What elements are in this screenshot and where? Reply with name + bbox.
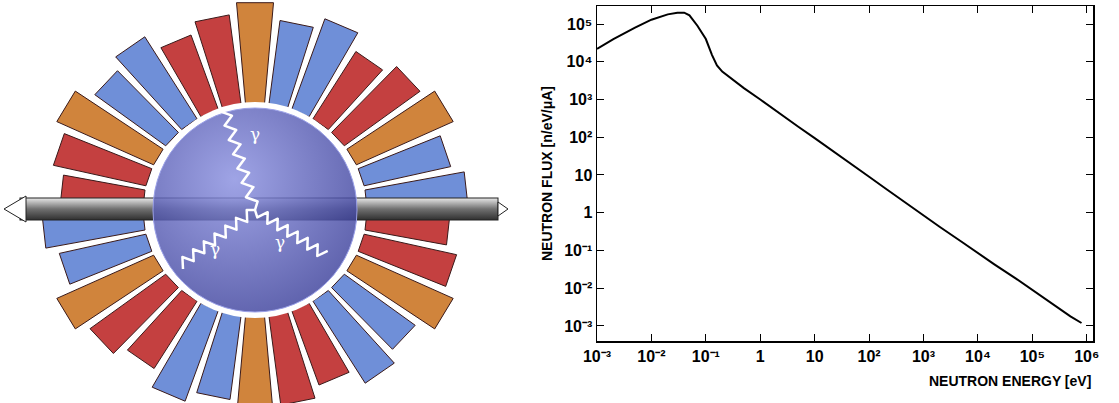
svg-text:10⁻²: 10⁻² (637, 348, 665, 365)
svg-text:γ: γ (210, 239, 220, 259)
svg-text:10⁵: 10⁵ (1020, 348, 1045, 365)
svg-text:10⁵: 10⁵ (567, 16, 592, 33)
svg-text:10: 10 (575, 167, 593, 184)
svg-text:10²: 10² (858, 348, 881, 365)
svg-text:10⁴: 10⁴ (965, 348, 991, 365)
svg-text:10³: 10³ (569, 91, 592, 108)
svg-text:10⁻²: 10⁻² (564, 280, 592, 297)
svg-text:10⁻³: 10⁻³ (583, 348, 611, 365)
svg-text:NEUTRON ENERGY [eV]: NEUTRON ENERGY [eV] (929, 373, 1091, 389)
svg-text:10⁻¹: 10⁻¹ (692, 348, 720, 365)
svg-text:10⁻¹: 10⁻¹ (564, 242, 592, 259)
svg-text:10: 10 (806, 348, 824, 365)
svg-text:NEUTRON FLUX [n/eV/μA]: NEUTRON FLUX [n/eV/μA] (539, 86, 555, 261)
svg-text:10⁻³: 10⁻³ (564, 318, 592, 335)
svg-text:γ: γ (250, 124, 260, 144)
svg-text:10⁴: 10⁴ (567, 53, 593, 70)
svg-text:γ: γ (275, 232, 285, 252)
svg-text:10⁶: 10⁶ (1074, 348, 1099, 365)
svg-text:10³: 10³ (912, 348, 935, 365)
svg-text:1: 1 (756, 348, 765, 365)
svg-text:1: 1 (583, 204, 592, 221)
svg-text:10²: 10² (569, 129, 592, 146)
